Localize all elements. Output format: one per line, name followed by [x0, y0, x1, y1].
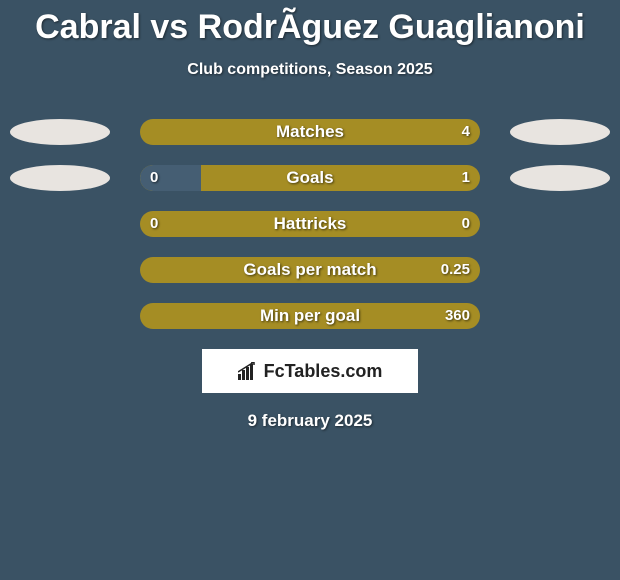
badge-text: FcTables.com — [264, 361, 383, 382]
stat-value-right: 360 — [445, 303, 470, 329]
comparison-row: 0Goals1 — [0, 165, 620, 191]
stat-label: Goals per match — [140, 257, 480, 283]
date-label: 9 february 2025 — [0, 411, 620, 431]
page-subtitle: Club competitions, Season 2025 — [0, 61, 620, 79]
stat-bar: Matches4 — [140, 119, 480, 145]
comparison-row: Min per goal360 — [0, 303, 620, 329]
stat-label: Hattricks — [140, 211, 480, 237]
page-title: Cabral vs RodrÃ­guez Guaglianoni — [0, 0, 620, 47]
stat-value-right: 0 — [462, 211, 470, 237]
stat-bar: 0Goals1 — [140, 165, 480, 191]
comparison-rows: Matches40Goals10Hattricks0Goals per matc… — [0, 119, 620, 329]
comparison-row: Matches4 — [0, 119, 620, 145]
stat-value-right: 1 — [462, 165, 470, 191]
player-right-marker — [510, 165, 610, 191]
player-left-marker — [10, 165, 110, 191]
stat-bar: Min per goal360 — [140, 303, 480, 329]
player-left-marker — [10, 119, 110, 145]
comparison-row: Goals per match0.25 — [0, 257, 620, 283]
stat-value-right: 4 — [462, 119, 470, 145]
fctables-badge[interactable]: FcTables.com — [202, 349, 418, 393]
stat-label: Min per goal — [140, 303, 480, 329]
stat-bar: 0Hattricks0 — [140, 211, 480, 237]
stat-label: Matches — [140, 119, 480, 145]
comparison-row: 0Hattricks0 — [0, 211, 620, 237]
stat-value-right: 0.25 — [441, 257, 470, 283]
player-right-marker — [510, 119, 610, 145]
stat-label: Goals — [140, 165, 480, 191]
bar-chart-icon — [238, 362, 258, 380]
stat-bar: Goals per match0.25 — [140, 257, 480, 283]
